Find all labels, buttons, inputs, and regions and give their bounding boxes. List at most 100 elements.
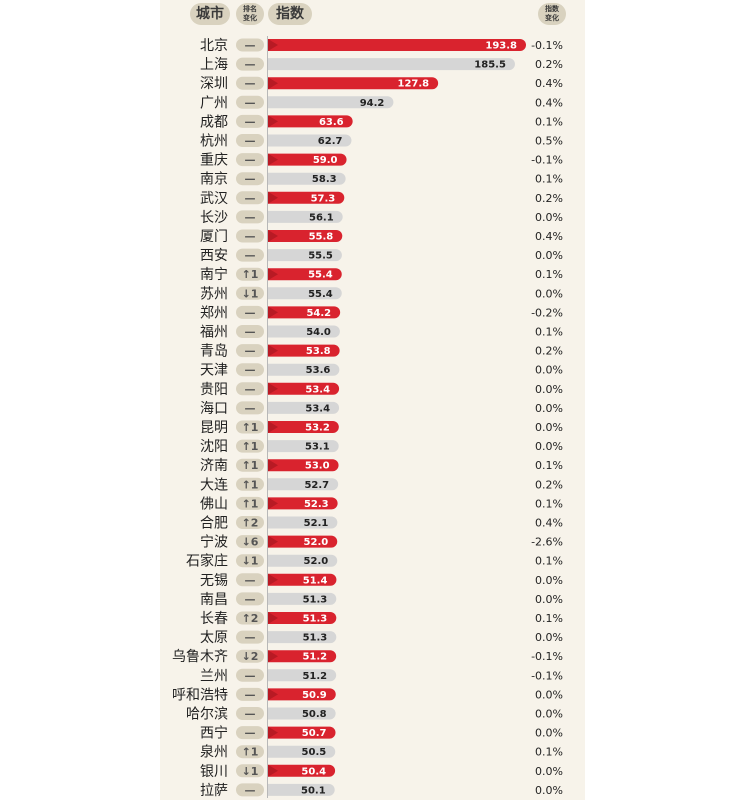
city-label: 长沙 bbox=[200, 210, 228, 226]
bar-value-label: 52.1 bbox=[304, 518, 329, 529]
city-label: 西宁 bbox=[200, 725, 228, 742]
rank-change-pill bbox=[236, 286, 264, 300]
index-change-label: 0.1% bbox=[535, 115, 563, 128]
index-change-header-text: 指数 变化 bbox=[545, 5, 559, 22]
rank-change-pill bbox=[236, 267, 264, 281]
city-label: 郑州 bbox=[200, 305, 228, 321]
bar-value-label: 51.4 bbox=[303, 575, 328, 586]
bar-value-label: 127.8 bbox=[397, 79, 429, 90]
rank-change-label: — bbox=[245, 364, 256, 377]
bar-value-label: 59.0 bbox=[313, 155, 338, 166]
bar bbox=[268, 287, 342, 300]
city-label: 大连 bbox=[200, 477, 228, 493]
rank-change-label: — bbox=[245, 154, 256, 167]
rank-change-pill bbox=[236, 114, 264, 128]
rank-change-pill bbox=[236, 420, 264, 434]
bar-notch bbox=[268, 191, 278, 204]
rank-change-label: ↑1 bbox=[242, 421, 259, 434]
rank-change-label: ↓1 bbox=[242, 287, 259, 300]
index-change-label: -0.1% bbox=[531, 39, 563, 52]
bar-value-label: 54.2 bbox=[306, 308, 331, 319]
rank-change-pill bbox=[236, 592, 264, 606]
rank-change-pill bbox=[236, 191, 264, 205]
bar bbox=[268, 535, 338, 548]
city-label: 南昌 bbox=[200, 592, 228, 608]
bar bbox=[268, 115, 353, 128]
bar-value-label: 52.0 bbox=[304, 537, 329, 548]
rank-change-label: ↑1 bbox=[242, 268, 259, 281]
rank-change-label: ↑1 bbox=[242, 478, 259, 491]
city-label: 南宁 bbox=[200, 266, 228, 283]
bar-notch bbox=[268, 153, 278, 166]
bar bbox=[268, 573, 337, 586]
index-change-label: 0.0% bbox=[535, 440, 563, 453]
rank-change-pill bbox=[236, 477, 264, 491]
bar-value-label: 53.6 bbox=[306, 365, 331, 376]
index-change-label: 0.1% bbox=[535, 497, 563, 510]
index-change-label: 0.5% bbox=[535, 135, 563, 148]
bar bbox=[268, 39, 526, 51]
bar-value-label: 55.4 bbox=[308, 289, 333, 300]
bar bbox=[268, 650, 337, 663]
city-column-header: 城市 bbox=[190, 3, 230, 25]
bar-value-label: 53.1 bbox=[305, 442, 330, 453]
rank-change-label: — bbox=[245, 96, 256, 109]
rank-change-label: ↑1 bbox=[242, 746, 259, 759]
index-change-label: 0.0% bbox=[535, 688, 563, 701]
rank-change-pill bbox=[236, 363, 264, 377]
bar bbox=[268, 669, 337, 682]
bar-value-label: 50.4 bbox=[301, 766, 326, 777]
index-change-label: 0.0% bbox=[535, 249, 563, 262]
rank-change-label: — bbox=[245, 669, 256, 682]
city-label: 福州 bbox=[200, 325, 228, 341]
bar bbox=[268, 249, 342, 262]
rank-change-pill bbox=[236, 687, 264, 701]
rank-change-pill bbox=[236, 516, 264, 529]
bar-value-label: 51.2 bbox=[302, 671, 327, 682]
rank-change-pill bbox=[236, 305, 264, 319]
rank-change-label: — bbox=[245, 77, 256, 90]
bar-notch bbox=[268, 77, 278, 90]
index-change-label: 0.0% bbox=[535, 784, 563, 797]
bar-notch bbox=[268, 764, 278, 777]
rank-change-pill bbox=[236, 344, 264, 358]
index-change-label: -0.1% bbox=[531, 154, 563, 167]
chart-axis-line bbox=[267, 36, 268, 798]
bar-notch bbox=[268, 726, 278, 739]
rank-change-pill bbox=[236, 764, 264, 778]
rank-change-pill bbox=[236, 707, 264, 720]
rank-change-pill bbox=[236, 535, 264, 549]
city-label: 杭州 bbox=[200, 134, 228, 150]
rank-change-pill bbox=[236, 153, 264, 167]
index-change-label: 0.4% bbox=[535, 517, 563, 530]
city-label: 上海 bbox=[200, 57, 228, 73]
bar bbox=[268, 153, 347, 166]
city-label: 济南 bbox=[200, 458, 228, 474]
bar-notch bbox=[268, 459, 278, 472]
city-label: 兰州 bbox=[200, 668, 228, 684]
bar bbox=[268, 783, 335, 796]
rank-change-pill bbox=[236, 458, 264, 472]
rank-change-pill bbox=[236, 76, 264, 90]
city-label: 沈阳 bbox=[200, 439, 228, 455]
bar-value-label: 54.0 bbox=[306, 327, 331, 338]
bar-value-label: 51.3 bbox=[303, 594, 328, 605]
city-label: 北京 bbox=[200, 38, 228, 54]
index-change-label: 0.0% bbox=[535, 765, 563, 778]
rank-change-label: — bbox=[245, 211, 256, 224]
bar-value-label: 52.0 bbox=[304, 556, 329, 567]
bar-value-label: 193.8 bbox=[485, 41, 517, 52]
rank-change-label: — bbox=[245, 135, 256, 148]
bar bbox=[268, 554, 338, 567]
city-label: 西安 bbox=[200, 248, 228, 264]
city-label: 宁波 bbox=[200, 534, 228, 551]
index-change-label: 0.1% bbox=[535, 326, 563, 339]
bar bbox=[268, 421, 339, 433]
bar bbox=[268, 58, 515, 71]
bar bbox=[268, 764, 336, 777]
city-label: 佛山 bbox=[200, 496, 228, 512]
rank-change-label: — bbox=[245, 574, 256, 587]
city-label: 厦门 bbox=[200, 229, 228, 245]
bar bbox=[268, 268, 342, 281]
rank-change-label: — bbox=[245, 173, 256, 186]
